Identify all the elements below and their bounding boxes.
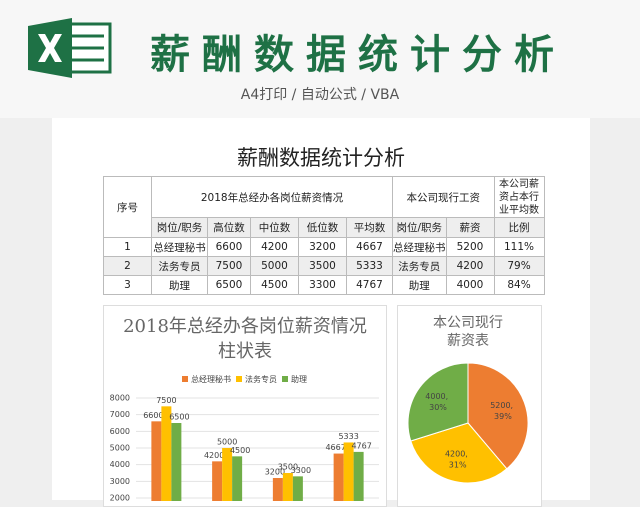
y-tick-label: 2000 (110, 494, 130, 501)
cell: 3300 (298, 275, 347, 295)
y-tick-label: 7000 (110, 410, 130, 419)
y-tick-label: 4000 (110, 460, 130, 469)
bar-panel: 2018年总经办各岗位薪资情况柱状表 2000 3000 4000 5000 6000 7… (103, 305, 387, 507)
cell: 4667 (346, 237, 393, 257)
header-cell: 平均数 (346, 217, 393, 238)
cell: 4000 (445, 275, 495, 295)
cell: 5200 (445, 237, 495, 257)
cell: 4767 (346, 275, 393, 295)
legend-label: 总经理秘书 (191, 374, 231, 384)
row: 2 法务专员 7500 5000 3500 5333 法务专员 4200 79% (103, 256, 545, 276)
cell: 6600 (207, 237, 251, 257)
header-cell: 比例 (493, 217, 545, 238)
cell: 1 (103, 237, 152, 257)
pie-chart: 5200, 39% 4200, 31% 4000, 30% (407, 362, 529, 484)
y-tick-label: 6000 (110, 427, 130, 436)
cell: 84% (493, 275, 545, 295)
bar (212, 461, 223, 501)
cell: 5333 (346, 256, 393, 276)
header-cell: 岗位/职务 (151, 217, 208, 238)
cell: 助理 (151, 275, 208, 295)
value-label: 4767 (351, 441, 371, 450)
row: 1 总经理秘书 6600 4200 3200 4667 总经理秘书 5200 111% (103, 237, 545, 257)
cell: 3 (103, 275, 152, 295)
value-label: 7500 (156, 396, 176, 405)
legend-swatch (282, 376, 288, 382)
y-tick-label: 3000 (110, 477, 130, 486)
cell: 法务专员 (392, 256, 447, 276)
banner: 薪酬数据统计分析 A4打印 / 自动公式 / VBA (0, 0, 640, 118)
bar (353, 451, 364, 501)
header-cell: 本公司薪资占本行业平均数 (493, 176, 545, 218)
chart-title: 2018年总经办各岗位薪资情况柱状表 (123, 316, 367, 362)
cell: 助理 (392, 275, 447, 295)
bar (161, 406, 172, 501)
cell: 4500 (250, 275, 299, 295)
header-cell: 高位数 (207, 217, 251, 238)
chart-title: 本公司现行薪资表 (433, 315, 503, 349)
value-label: 5333 (338, 432, 358, 441)
header-cell: 序号 (103, 176, 152, 238)
bar-chart: 2000 3000 4000 5000 6000 7000 8000 总经理秘书 法务专员 助理 6… (110, 374, 379, 501)
subtitle: A4打印 / 自动公式 / VBA (240, 87, 400, 103)
header-cell: 低位数 (298, 217, 347, 238)
cell: 3200 (298, 237, 347, 257)
value-label: 3500 (278, 463, 298, 472)
table: 序号 2018年总经办各岗位薪资情况 本公司现行工资 本公司薪资占本行业平均数 岗位/… (103, 176, 545, 295)
title: 薪酬数据统计分析 (150, 32, 566, 78)
legend-swatch (182, 376, 188, 382)
bar (232, 456, 243, 501)
value-label: 5200, 39% (490, 401, 515, 421)
pie-slice (410, 422, 508, 484)
pie-panel: 本公司现行薪资表 5200, 39% 4200, 31% 4000, 30% (397, 305, 542, 507)
legend-label: 法务专员 (245, 374, 277, 384)
cell: 4200 (250, 237, 299, 257)
header-cell: 薪资 (445, 217, 495, 238)
y-tick-label: 5000 (110, 444, 130, 453)
pie-slice (467, 362, 529, 470)
cell: 法务专员 (151, 256, 208, 276)
value-label: 6600 (143, 411, 163, 420)
bar (222, 448, 233, 501)
row: 3 助理 6500 4500 3300 4767 助理 4000 84% (103, 275, 545, 295)
bar (272, 478, 283, 501)
legend-label: 助理 (291, 374, 307, 384)
cell: 4200 (445, 256, 495, 276)
header-cell: 本公司现行工资 (392, 176, 495, 218)
bar (343, 442, 354, 501)
cell: 2 (103, 256, 152, 276)
value-label: 4200 (204, 451, 224, 460)
sheet-title: 薪酬数据统计分析 (237, 146, 405, 170)
cell: 111% (493, 237, 545, 257)
value-label: 3200 (265, 468, 285, 477)
value-label: 4500 (230, 446, 250, 455)
bar (282, 473, 293, 501)
y-tick-label: 8000 (110, 394, 130, 403)
cell: 总经理秘书 (392, 237, 447, 257)
excel-icon (28, 18, 112, 78)
header-cell: 中位数 (250, 217, 299, 238)
pie-slice (407, 362, 469, 442)
bar (333, 453, 344, 501)
value-label: 4200, 31% (445, 449, 470, 469)
value-label: 5000 (217, 438, 237, 447)
value-label: 4000, 30% (425, 391, 450, 411)
value-label: 3300 (291, 466, 311, 475)
value-label: 6500 (169, 413, 189, 422)
bar (292, 476, 303, 501)
cell: 6500 (207, 275, 251, 295)
header-cell: 岗位/职务 (392, 217, 447, 238)
legend-swatch (236, 376, 242, 382)
cell: 5000 (250, 256, 299, 276)
value-label: 4667 (325, 443, 345, 452)
bar (151, 421, 162, 501)
cell: 79% (493, 256, 545, 276)
bar (171, 423, 182, 501)
cell: 总经理秘书 (151, 237, 208, 257)
cell: 3500 (298, 256, 347, 276)
cell: 7500 (207, 256, 251, 276)
header-cell: 2018年总经办各岗位薪资情况 (151, 176, 393, 218)
